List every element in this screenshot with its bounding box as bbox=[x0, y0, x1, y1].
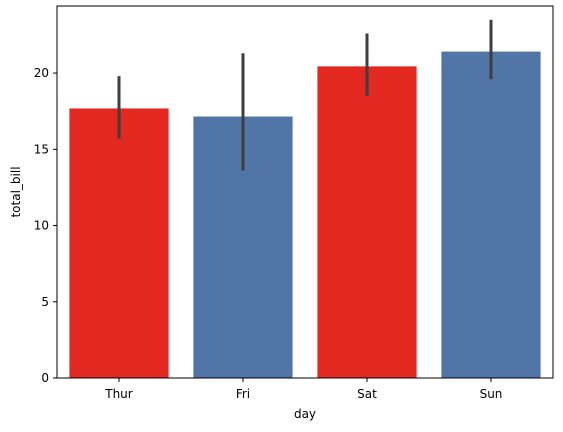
y-axis-ticks: 0 5 10 15 20 bbox=[34, 66, 57, 385]
errorbars-group bbox=[117, 19, 493, 171]
x-tick-label: Fri bbox=[236, 387, 250, 401]
y-tick-label: 15 bbox=[34, 142, 49, 156]
bars-group bbox=[69, 51, 541, 379]
y-axis-label: total_bill bbox=[9, 166, 23, 217]
y-tick-label: 10 bbox=[34, 219, 49, 233]
x-axis-label: day bbox=[294, 407, 316, 421]
y-tick-label: 0 bbox=[41, 371, 49, 385]
x-tick-label: Sun bbox=[480, 387, 503, 401]
bar-sun bbox=[441, 51, 541, 379]
x-tick-label: Sat bbox=[357, 387, 377, 401]
y-tick-label: 20 bbox=[34, 66, 49, 80]
bar-thur bbox=[69, 108, 169, 379]
x-axis-ticks: Thur Fri Sat Sun bbox=[104, 378, 502, 401]
plot-frame bbox=[56, 5, 554, 379]
bar-sat bbox=[317, 66, 417, 378]
x-tick-label: Thur bbox=[104, 387, 133, 401]
y-tick-label: 5 bbox=[41, 295, 49, 309]
